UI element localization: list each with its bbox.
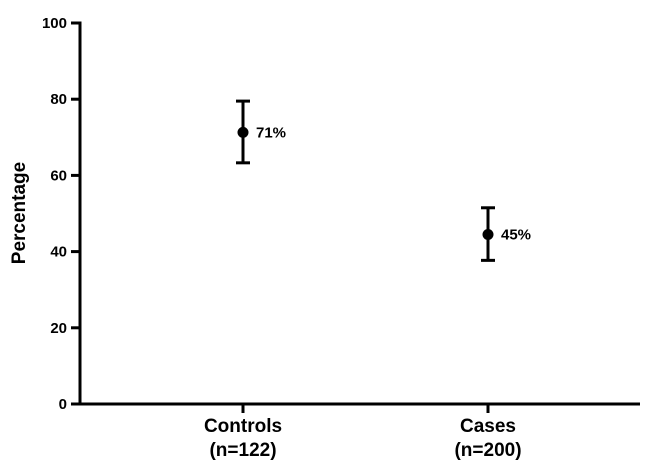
y-ticks: 0 20 40 60 80 100 (42, 15, 80, 413)
y-tick-label: 40 (50, 244, 67, 261)
data-label: 71% (256, 124, 286, 141)
y-tick-label: 100 (42, 15, 67, 32)
y-tick-label: 0 (59, 396, 67, 413)
x-category-label: Controls (204, 416, 282, 437)
x-categories: Controls (n=122) Cases (n=200) (204, 404, 522, 461)
x-category-label: Cases (460, 416, 516, 437)
x-category-sublabel: (n=200) (454, 440, 521, 461)
data-label: 45% (501, 226, 531, 243)
data-point (237, 126, 249, 138)
y-tick-label: 60 (50, 167, 67, 184)
y-axis-label: Percentage (9, 162, 30, 264)
data-marks: 71% 45% (236, 99, 531, 262)
axes (78, 21, 640, 406)
x-category-sublabel: (n=122) (209, 440, 276, 461)
y-tick-label: 80 (50, 91, 67, 108)
data-point (482, 228, 494, 240)
y-tick-label: 20 (50, 320, 67, 337)
